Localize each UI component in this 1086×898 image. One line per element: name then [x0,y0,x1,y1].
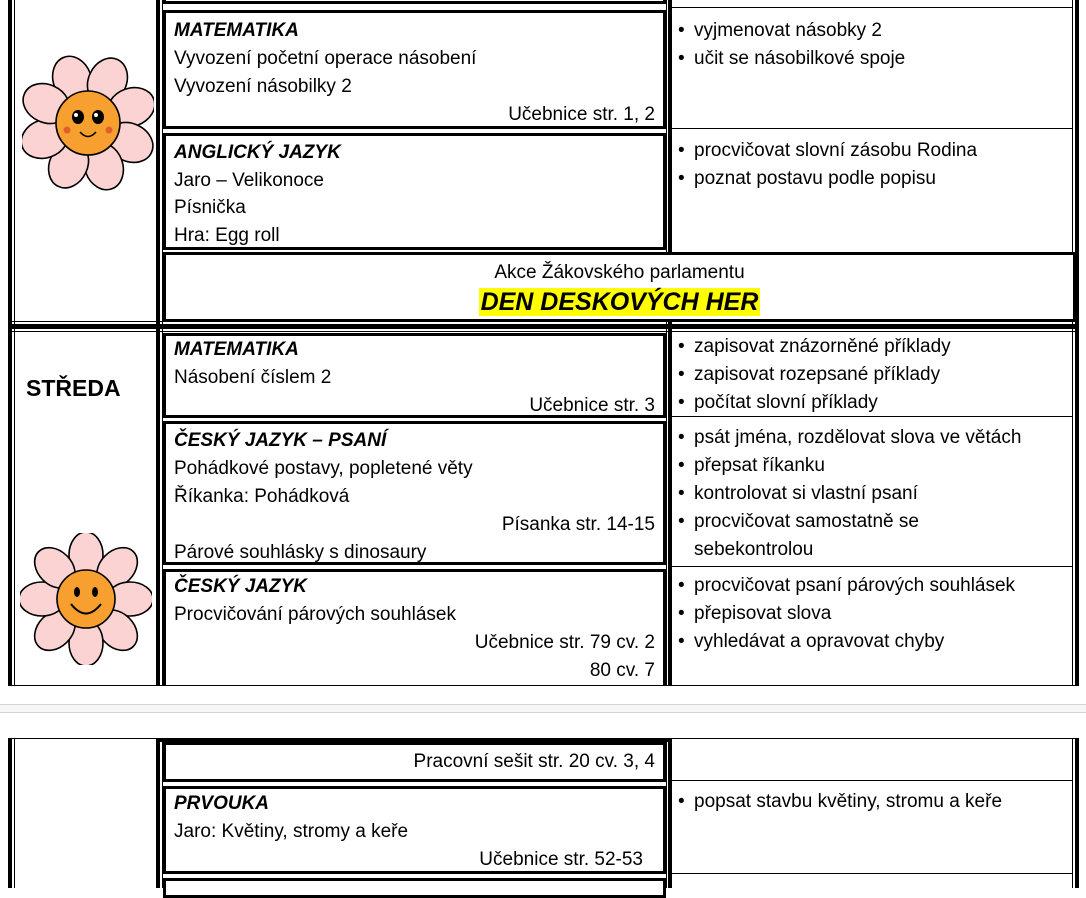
goal-item: • popsat stavbu květiny, stromu a keře [678,791,1003,812]
goal-divider [670,7,1073,8]
subject-box-cesky-jazyk: ČESKÝ JAZYK Procvičování párových souhlá… [163,569,666,691]
goal-divider [670,416,1073,417]
table-left-border [8,0,12,686]
column-divider-right-thick [668,738,672,888]
subject-box-cutoff [163,878,666,898]
subject-title: MATEMATIKA [174,20,299,41]
reference: Učebnice str. 79 cv. 2 [474,632,655,653]
goal-item: • psát jména, rozdělovat slova ve větách [678,427,1022,448]
page2-top-border [156,738,672,742]
reference: Učebnice str. 52-53 [479,849,643,870]
reference: Pracovní sešit str. 20 cv. 3, 4 [413,751,655,772]
lesson-line: Říkanka: Pohádková [174,486,350,507]
table-right-border-inner [1072,738,1073,888]
event-subtitle: Akce Žákovského parlamentu [494,262,745,283]
subject-box-matematika: MATEMATIKA Vyvození početní operace náso… [163,10,666,129]
column-divider-right [666,738,667,888]
subject-title: ČESKÝ JAZYK [174,576,308,597]
subject-box-matematika: MATEMATIKA Násobení číslem 2 Učebnice st… [163,333,666,418]
lesson-line: Procvičování párových souhlásek [174,604,456,625]
lesson-line: Hra: Egg roll [174,225,280,246]
table-left-border-inner [14,0,15,686]
table-left-border [8,738,12,888]
goal-item: • přepisovat slova [678,603,832,624]
goal-item: • vyjmenovat násobky 2 [678,20,882,41]
page-separator [0,704,1086,713]
goal-item: • vyhledávat a opravovat chyby [678,631,945,652]
goal-divider [670,873,1073,874]
table-right-border-inner [1072,0,1073,686]
subject-box-prvouka: PRVOUKA Jaro: Květiny, stromy a keře Uče… [163,786,666,874]
smiling-flower-icon [20,533,152,665]
day-separator-thin [8,321,1079,322]
subject-title: PRVOUKA [174,793,270,814]
goal-divider [670,128,1073,129]
page-break [0,686,1086,738]
table-right-border [1075,738,1079,888]
goal-divider [670,566,1073,567]
column-divider-right [666,0,667,686]
lesson-line: Násobení číslem 2 [174,367,332,388]
subject-title: MATEMATIKA [174,339,299,360]
goal-item: • zapisovat rozepsané příklady [678,364,941,385]
day-label: STŘEDA [26,375,121,401]
goal-item-continued: sebekontrolou [694,539,814,560]
lesson-line: Vyvození násobilky 2 [174,76,352,97]
subject-box-cesky-jazyk-psani: ČESKÝ JAZYK – PSANÍ Pohádkové postavy, p… [163,421,666,565]
table-right-border [1075,0,1079,686]
reference: Učebnice str. 1, 2 [508,104,655,125]
column-divider [156,738,160,888]
lesson-line: Jaro: Květiny, stromy a keře [174,821,409,842]
reference: 80 cv. 7 [589,660,655,681]
page2-top-border [8,738,1079,739]
event-box: Akce Žákovského parlamentu DEN DESKOVÝCH… [163,252,1076,322]
goal-item: • počítat slovní příklady [678,392,878,413]
goal-item: • kontrolovat si vlastní psaní [678,483,918,504]
column-divider-right-thick [668,0,672,686]
table-left-border-inner [14,738,15,888]
lesson-line: Vyvození početní operace násobení [174,48,477,69]
subject-box-cutoff [163,0,666,4]
goal-item: • poznat postavu podle popisu [678,168,936,189]
column-divider-inner [162,738,163,888]
reference-box: Pracovní sešit str. 20 cv. 3, 4 [163,742,666,782]
goal-item: • procvičovat psaní párových souhlásek [678,575,1016,596]
goal-item: • přepsat říkanku [678,455,825,476]
goal-item: • zapisovat znázorněné příklady [678,336,951,357]
subject-title: ČESKÝ JAZYK – PSANÍ [174,430,387,451]
lesson-line: Jaro – Velikonoce [174,170,324,191]
goal-item: • procvičovat slovní zásobu Rodina [678,140,978,161]
smiling-flower-icon [22,55,154,191]
day-separator-thin [8,331,1079,332]
subject-title: ANGLICKÝ JAZYK [174,142,341,163]
column-divider-inner [162,0,163,686]
reference: Písanka str. 14-15 [501,514,655,535]
lesson-line: Písnička [174,197,246,218]
event-title: DEN DESKOVÝCH HER [478,288,761,316]
column-divider [156,0,160,686]
reference: Učebnice str. 3 [529,395,655,416]
day-separator [8,324,1079,329]
page-bottom-border [8,685,1079,686]
lesson-line: Párové souhlásky s dinosaury [174,542,427,563]
lesson-line: Pohádkové postavy, popletené věty [174,458,473,479]
subject-box-anglicky-jazyk: ANGLICKÝ JAZYK Jaro – Velikonoce Písničk… [163,133,666,250]
goal-divider [670,780,1073,781]
goal-item: • procvičovat samostatně se [678,511,919,532]
goal-item: • učit se násobilkové spoje [678,48,906,69]
